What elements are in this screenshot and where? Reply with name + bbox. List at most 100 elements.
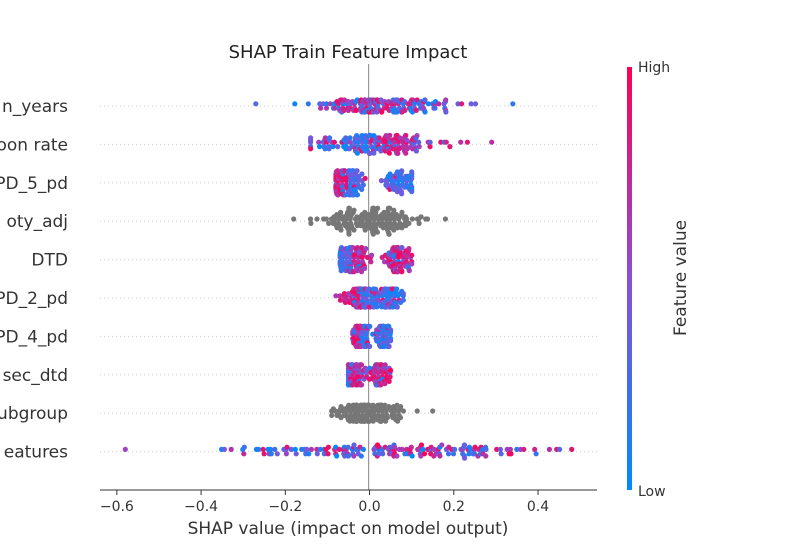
feature-label: oty_adj <box>6 212 68 232</box>
shap-point <box>308 146 314 152</box>
shap-point <box>346 205 352 211</box>
shap-point <box>323 101 330 107</box>
feature-label: PD_2_pd <box>0 289 68 309</box>
shap-point <box>424 216 431 222</box>
shap-point <box>338 404 344 410</box>
feature-label: eatures <box>4 443 68 463</box>
shap-point <box>472 444 478 450</box>
shap-point <box>370 402 376 408</box>
shap-point <box>399 168 405 174</box>
shap-point <box>420 446 426 452</box>
shap-point <box>305 101 311 107</box>
shap-point <box>363 246 369 252</box>
shap-point <box>386 378 392 384</box>
shap-point <box>394 109 400 115</box>
colorbar-label: Feature value <box>671 220 691 336</box>
shap-point <box>398 404 404 410</box>
x-tick-label: −0.2 <box>268 499 302 515</box>
shap-point <box>403 132 409 138</box>
shap-point <box>325 444 331 450</box>
shap-point <box>376 451 382 457</box>
shap-point <box>406 246 412 252</box>
shap-point <box>354 133 360 139</box>
shap-point <box>445 451 452 457</box>
shap-point <box>293 451 299 457</box>
shap-point <box>317 144 323 150</box>
shap-point <box>394 304 400 310</box>
shap-point <box>314 216 320 222</box>
x-tick-label: −0.6 <box>100 499 134 515</box>
shap-point <box>408 444 414 450</box>
shap-point <box>327 135 333 141</box>
shap-point <box>392 444 398 450</box>
shap-point <box>458 139 464 145</box>
shap-point <box>439 442 445 448</box>
shap-point <box>354 168 360 174</box>
shap-point <box>483 453 489 459</box>
shap-point <box>399 225 405 231</box>
shap-point <box>400 297 406 303</box>
shap-point <box>374 304 380 310</box>
shap-point <box>464 139 470 145</box>
shap-point <box>370 231 376 237</box>
shap-point <box>413 107 419 113</box>
shap-point <box>404 216 410 222</box>
shap-point <box>331 139 337 145</box>
shap-point <box>399 269 405 275</box>
shap-point <box>399 209 405 215</box>
shap-point <box>507 446 513 452</box>
shap-point <box>337 293 343 299</box>
shap-point <box>306 451 312 457</box>
x-axis-ticks: −0.6 −0.4 −0.2 0.0 0.2 0.4 <box>100 490 549 515</box>
shap-point <box>317 446 323 452</box>
shap-point <box>406 220 412 226</box>
shap-point <box>400 408 406 414</box>
shap-point <box>421 451 428 457</box>
shap-point <box>403 137 410 143</box>
shap-point <box>304 446 310 452</box>
feature-label: n_years <box>2 97 68 117</box>
shap-point <box>395 418 401 424</box>
shap-point <box>322 146 328 152</box>
shap-point <box>455 101 461 107</box>
shap-point <box>367 150 373 156</box>
shap-point <box>416 144 422 150</box>
shap-point <box>418 442 425 448</box>
shap-point <box>399 191 405 197</box>
shap-point <box>354 192 361 198</box>
shap-point <box>338 227 344 233</box>
shap-point <box>325 451 331 457</box>
shap-point <box>437 453 443 459</box>
shap-point <box>533 451 539 457</box>
shap-point <box>326 220 332 226</box>
shap-point <box>472 101 479 107</box>
shap-point <box>443 109 449 115</box>
shap-point <box>351 227 357 233</box>
shap-point <box>326 146 332 152</box>
shap-point <box>399 245 405 251</box>
shap-point <box>367 323 373 329</box>
shap-point <box>432 105 438 111</box>
x-axis-label: SHAP value (impact on model output) <box>188 519 509 539</box>
shap-point <box>314 451 320 457</box>
shap-point <box>418 214 424 220</box>
shap-point <box>386 343 392 349</box>
feature-label: PD_4_pd <box>0 327 68 347</box>
shap-point <box>308 446 314 452</box>
shap-point <box>384 415 390 421</box>
shap-point <box>358 453 364 459</box>
shap-point <box>307 216 314 222</box>
shap-point <box>351 453 357 459</box>
shap-point <box>267 446 274 452</box>
shap-point <box>382 381 388 387</box>
shap-point <box>268 451 274 457</box>
shap-point <box>379 109 385 115</box>
shap-point <box>409 216 415 222</box>
shap-point <box>274 451 280 457</box>
x-tick-label: −0.4 <box>184 499 218 515</box>
shap-point <box>367 343 373 349</box>
shap-point <box>338 268 344 274</box>
feature-label: PD_5_pd <box>0 174 68 194</box>
feature-label: DTD <box>31 251 68 271</box>
shap-point <box>316 139 322 145</box>
